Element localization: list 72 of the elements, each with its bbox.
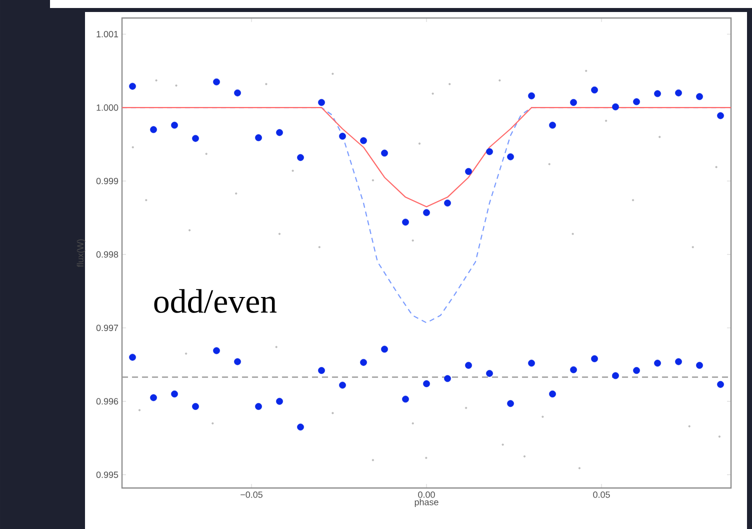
y-axis-title: flux(W) xyxy=(76,239,86,268)
point xyxy=(360,137,367,144)
point xyxy=(318,98,325,106)
point xyxy=(444,200,451,206)
point xyxy=(612,372,619,380)
x-tick-label: −0.05 xyxy=(240,492,262,498)
point xyxy=(444,375,451,382)
x-tick-label: 0.05 xyxy=(593,492,610,498)
annotation: odd/even xyxy=(154,289,277,313)
point xyxy=(591,86,598,94)
point xyxy=(129,82,136,90)
y-tick-label: 0.996 xyxy=(96,398,118,405)
point xyxy=(486,148,493,156)
point xyxy=(150,394,157,402)
y-tick-label: 0.997 xyxy=(96,324,118,332)
point xyxy=(360,358,367,366)
point xyxy=(171,390,178,398)
line-series xyxy=(122,107,732,208)
point xyxy=(150,126,157,134)
point xyxy=(696,362,703,369)
point xyxy=(255,134,262,142)
point xyxy=(339,132,346,140)
y-tick-label: 0.999 xyxy=(96,178,118,184)
point xyxy=(528,92,535,100)
point xyxy=(192,134,199,142)
point xyxy=(654,90,661,98)
x-axis-title: phase xyxy=(414,498,438,508)
point xyxy=(591,355,598,362)
point xyxy=(381,150,388,157)
point xyxy=(171,122,178,129)
point xyxy=(675,89,682,96)
point xyxy=(465,362,472,369)
y-tick-label: 0.995 xyxy=(96,472,118,478)
point xyxy=(528,360,535,367)
point xyxy=(276,129,283,136)
point xyxy=(234,358,241,366)
y-tick-label: 0.998 xyxy=(96,251,118,258)
point xyxy=(507,153,514,160)
point xyxy=(423,380,430,388)
point xyxy=(507,400,514,407)
point xyxy=(129,354,136,361)
point xyxy=(486,370,493,377)
point xyxy=(612,103,619,110)
point xyxy=(297,154,304,161)
y-tick-label: 1.000 xyxy=(96,104,118,111)
point xyxy=(213,347,220,354)
point xyxy=(717,112,724,120)
point xyxy=(381,346,388,353)
point xyxy=(633,367,640,374)
point xyxy=(402,218,409,226)
point xyxy=(318,367,325,374)
point xyxy=(717,380,724,388)
y-tick-label: 1.001 xyxy=(96,30,118,38)
point xyxy=(423,209,430,216)
point xyxy=(213,78,220,86)
point xyxy=(633,98,640,106)
point xyxy=(339,382,346,389)
x-tick-label: 0.00 xyxy=(418,492,435,498)
point xyxy=(570,366,577,374)
point xyxy=(549,390,556,398)
point xyxy=(654,360,661,367)
point xyxy=(276,398,283,405)
point xyxy=(570,98,577,106)
point xyxy=(549,122,556,129)
point xyxy=(297,424,304,430)
point xyxy=(696,93,703,100)
point xyxy=(234,89,241,96)
point xyxy=(675,358,682,366)
point xyxy=(465,168,472,175)
point xyxy=(192,403,199,410)
point xyxy=(255,403,262,410)
point xyxy=(402,396,409,403)
